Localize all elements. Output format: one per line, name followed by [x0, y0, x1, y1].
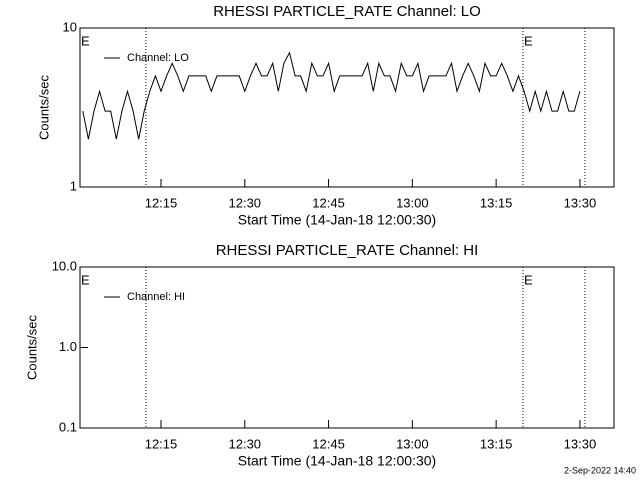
annotation: E: [81, 33, 90, 48]
chart-title: RHESSI PARTICLE_RATE Channel: HI: [216, 242, 479, 259]
y-tick-label: 10.0: [52, 258, 77, 273]
y-tick-label: 1.0: [59, 339, 77, 354]
y-tick-label: 0.1: [59, 419, 77, 434]
x-tick-label: 13:00: [396, 436, 429, 451]
x-tick-label: 13:15: [480, 195, 513, 210]
y-axis-label: Counts/sec: [24, 314, 39, 380]
annotation: E: [524, 272, 533, 287]
y-tick-label: 1: [70, 178, 77, 193]
x-tick-label: 13:15: [480, 436, 513, 451]
x-tick-label: 12:30: [229, 195, 262, 210]
x-axis-label: Start Time (14-Jan-18 12:00:30): [238, 212, 436, 228]
x-tick-label: 12:15: [145, 436, 178, 451]
x-axis-label: Start Time (14-Jan-18 12:00:30): [238, 453, 436, 469]
chart-title: RHESSI PARTICLE_RATE Channel: LO: [213, 3, 481, 20]
footer: 2-Sep-2022 14:40: [564, 465, 636, 475]
x-tick-label: 12:30: [229, 436, 262, 451]
y-tick-label: 10: [63, 19, 77, 34]
x-tick-label: 12:45: [312, 436, 345, 451]
annotation: E: [524, 33, 533, 48]
x-tick-label: 13:30: [564, 195, 597, 210]
annotation: E: [81, 272, 90, 287]
plot-frame: [79, 27, 615, 188]
x-tick-label: 13:30: [564, 436, 597, 451]
x-tick-label: 12:45: [312, 195, 345, 210]
x-tick-label: 12:15: [145, 195, 178, 210]
y-axis-label: Counts/sec: [36, 74, 51, 140]
legend-label: Channel: LO: [127, 52, 189, 64]
x-tick-label: 13:00: [396, 195, 429, 210]
legend-label: Channel: HI: [127, 291, 185, 303]
data-line: [82, 51, 581, 140]
